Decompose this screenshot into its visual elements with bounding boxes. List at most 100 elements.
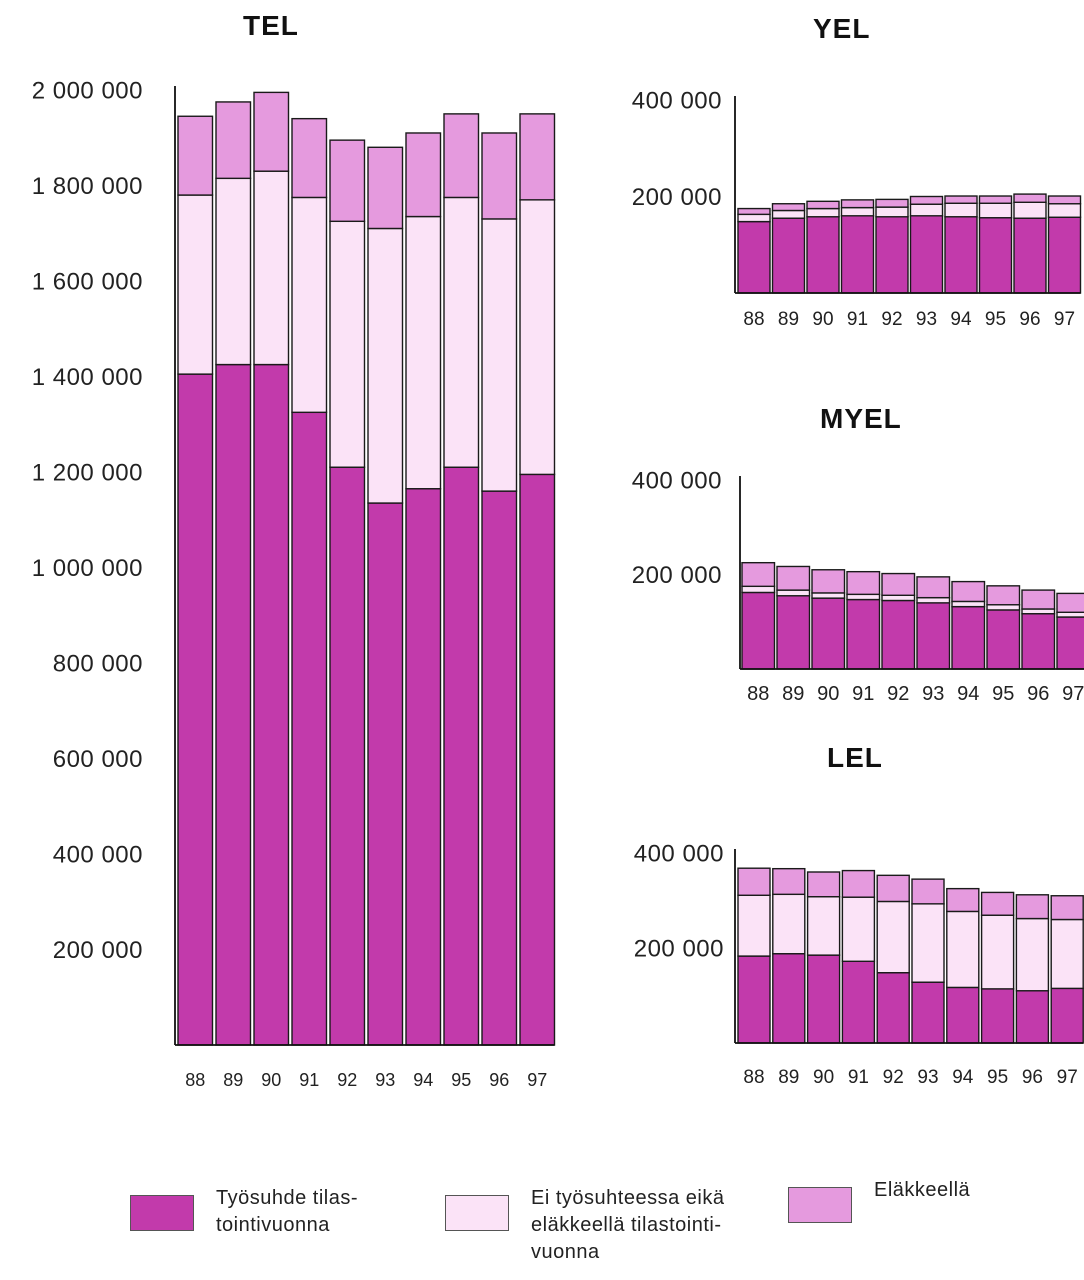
lel-bar-retired-90: [808, 872, 840, 897]
tel-title: TEL: [243, 10, 299, 42]
yel-bar-neither-88: [738, 214, 770, 221]
tel-bar-retired-89: [216, 102, 251, 178]
tel-bar-retired-88: [178, 116, 213, 195]
myel-bar-retired-90: [812, 570, 845, 593]
tel-y-tick-label: 400 000: [53, 841, 143, 868]
myel-bar-retired-97: [1057, 593, 1084, 612]
myel-chart: 88 89 90 91 92 93 94 95 96 97 200 000 400 000: [632, 467, 1084, 705]
myel-x-tick-label: 96: [1027, 683, 1049, 705]
yel-y-tick-label: 400 000: [632, 87, 722, 114]
lel-bar-employed-90: [808, 955, 840, 1043]
lel-bar-employed-93: [912, 982, 944, 1043]
lel-x-tick-label: 94: [952, 1067, 974, 1088]
tel-bar-employed-91: [292, 412, 327, 1045]
lel-bar-neither-96: [1016, 919, 1048, 991]
myel-bar-neither-91: [847, 594, 880, 599]
myel-bar-employed-95: [987, 610, 1020, 669]
tel-bar-retired-94: [406, 133, 441, 217]
tel-bar-neither-90: [254, 171, 289, 364]
yel-bar-neither-89: [773, 210, 805, 218]
tel-x-tick-label: 94: [413, 1070, 433, 1090]
lel-bar-employed-89: [773, 954, 805, 1043]
tel-y-tick-label: 200 000: [53, 937, 143, 964]
yel-x-tick-label: 90: [812, 309, 833, 330]
yel-bar-employed-96: [1014, 218, 1046, 293]
yel-bar-retired-93: [911, 197, 943, 205]
myel-bar-retired-91: [847, 572, 880, 595]
yel-bar-retired-94: [945, 196, 977, 203]
myel-bar-employed-94: [952, 607, 985, 669]
tel-bar-retired-90: [254, 92, 289, 171]
lel-y-tick-label: 200 000: [634, 935, 724, 962]
tel-bar-neither-96: [482, 219, 517, 491]
lel-title: LEL: [827, 742, 883, 774]
tel-bar-neither-93: [368, 228, 403, 503]
tel-bar-employed-88: [178, 374, 213, 1045]
lel-x-tick-label: 91: [848, 1067, 869, 1088]
lel-bar-neither-91: [842, 897, 874, 961]
lel-bar-retired-95: [982, 892, 1014, 915]
myel-bar-neither-96: [1022, 609, 1055, 614]
yel-bar-neither-91: [842, 208, 874, 216]
myel-x-tick-label: 90: [817, 683, 839, 705]
yel-x-tick-label: 88: [743, 309, 764, 330]
yel-bar-retired-92: [876, 199, 908, 207]
tel-bar-retired-91: [292, 119, 327, 198]
lel-bar-retired-88: [738, 868, 770, 895]
myel-bar-retired-93: [917, 577, 950, 598]
yel-x-tick-label: 95: [985, 309, 1006, 330]
yel-chart: 88 89 90 91 92 93 94 95 96 97 200 000 400 000: [632, 87, 1081, 330]
lel-bar-employed-96: [1016, 991, 1048, 1043]
yel-title: YEL: [813, 13, 870, 45]
tel-bar-retired-97: [520, 114, 555, 200]
tel-bar-employed-96: [482, 491, 517, 1045]
lel-chart: 88 89 90 91 92 93 94 95 96 97 200 000 400 000: [634, 840, 1083, 1088]
tel-x-tick-label: 97: [527, 1070, 547, 1090]
tel-y-tick-label: 800 000: [53, 650, 143, 677]
myel-bar-neither-97: [1057, 612, 1084, 617]
myel-y-tick-label: 400 000: [632, 467, 722, 494]
lel-x-tick-label: 92: [883, 1067, 904, 1088]
tel-y-tick-label: 600 000: [53, 746, 143, 773]
yel-bar-employed-90: [807, 217, 839, 293]
yel-bar-neither-97: [1049, 204, 1081, 218]
myel-bar-neither-94: [952, 601, 985, 606]
yel-bar-employed-97: [1049, 217, 1081, 293]
lel-y-tick-label: 400 000: [634, 840, 724, 867]
tel-y-tick-label: 1 200 000: [32, 459, 143, 486]
tel-bar-employed-95: [444, 467, 479, 1045]
tel-bar-neither-89: [216, 178, 251, 364]
tel-x-tick-label: 89: [223, 1070, 243, 1090]
myel-x-tick-label: 94: [957, 683, 979, 705]
yel-bar-employed-92: [876, 217, 908, 293]
yel-bar-retired-90: [807, 201, 839, 208]
lel-bar-retired-94: [947, 889, 979, 912]
lel-x-tick-label: 96: [1022, 1067, 1043, 1088]
legend-swatch-retired: [788, 1187, 852, 1223]
tel-x-tick-label: 96: [489, 1070, 509, 1090]
yel-x-tick-label: 96: [1019, 309, 1040, 330]
myel-bar-neither-89: [777, 590, 810, 596]
yel-bar-retired-97: [1049, 196, 1081, 204]
yel-bar-retired-95: [980, 196, 1012, 203]
lel-bar-employed-92: [877, 973, 909, 1043]
lel-bar-retired-89: [773, 869, 805, 895]
myel-x-tick-label: 97: [1062, 683, 1084, 705]
myel-x-tick-label: 92: [887, 683, 909, 705]
myel-x-tick-label: 95: [992, 683, 1014, 705]
yel-bar-retired-88: [738, 209, 770, 215]
legend-label-retired: Eläkkeellä: [874, 1177, 970, 1204]
yel-bar-neither-95: [980, 203, 1012, 217]
tel-bar-neither-97: [520, 200, 555, 475]
myel-x-tick-label: 88: [747, 683, 769, 705]
lel-bar-retired-92: [877, 875, 909, 901]
myel-bar-employed-97: [1057, 617, 1084, 669]
tel-x-tick-label: 93: [375, 1070, 395, 1090]
yel-bar-employed-93: [911, 216, 943, 293]
legend-swatch-neither: [445, 1195, 509, 1231]
myel-bar-neither-90: [812, 593, 845, 598]
legend-item-neither: Ei työsuhteessa eikä eläkkeellä tilastoi…: [445, 1185, 724, 1266]
tel-bar-neither-88: [178, 195, 213, 374]
yel-bar-neither-94: [945, 203, 977, 217]
